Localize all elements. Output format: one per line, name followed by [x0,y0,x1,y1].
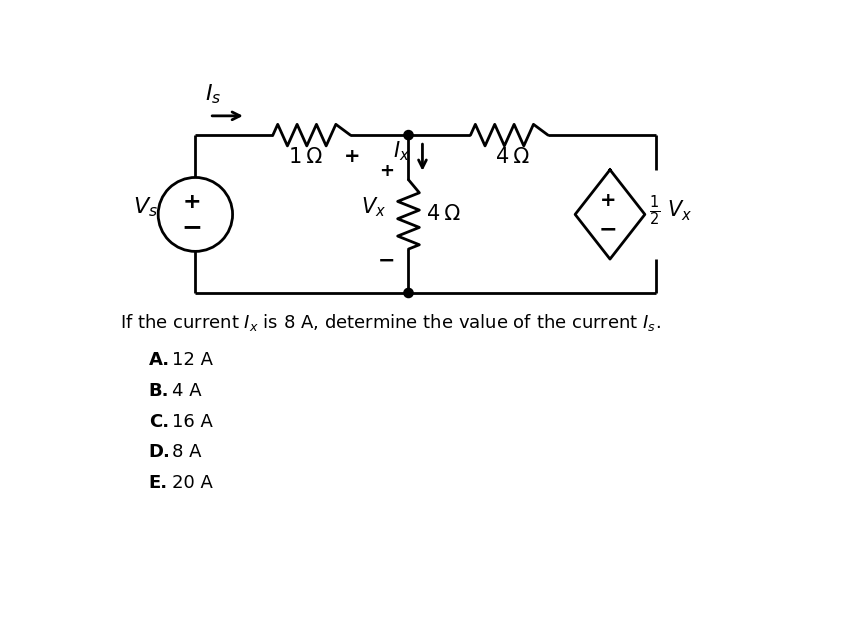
Text: $V_x$: $V_x$ [361,195,386,219]
Text: B.: B. [149,382,169,400]
Text: $I_s$: $I_s$ [206,82,222,106]
Text: C.: C. [149,412,169,431]
Text: $I_x$: $I_x$ [393,140,410,163]
Circle shape [404,131,413,140]
Text: −: − [598,220,617,240]
Text: 4 Ω: 4 Ω [427,204,460,225]
Text: 4 Ω: 4 Ω [496,147,530,167]
Text: E.: E. [149,474,168,492]
Text: $V_s$: $V_s$ [133,195,157,219]
Text: 12 A: 12 A [172,351,213,369]
Text: −: − [181,215,202,239]
Text: +: + [379,162,394,180]
Circle shape [404,288,413,298]
Text: +: + [182,192,201,212]
Text: D.: D. [149,443,171,461]
Text: 16 A: 16 A [172,412,213,431]
Text: −: − [378,251,395,271]
Text: $\frac{1}{2}$ $V_x$: $\frac{1}{2}$ $V_x$ [649,193,692,228]
Text: 4 A: 4 A [172,382,201,400]
Text: +: + [599,191,616,210]
Text: 8 A: 8 A [172,443,201,461]
Text: 1 Ω: 1 Ω [289,147,322,167]
Text: A.: A. [149,351,170,369]
Text: +: + [343,147,360,166]
Text: 20 A: 20 A [172,474,213,492]
Text: If the current $I_x$ is 8 A, determine the value of the current $I_s$.: If the current $I_x$ is 8 A, determine t… [120,312,661,333]
